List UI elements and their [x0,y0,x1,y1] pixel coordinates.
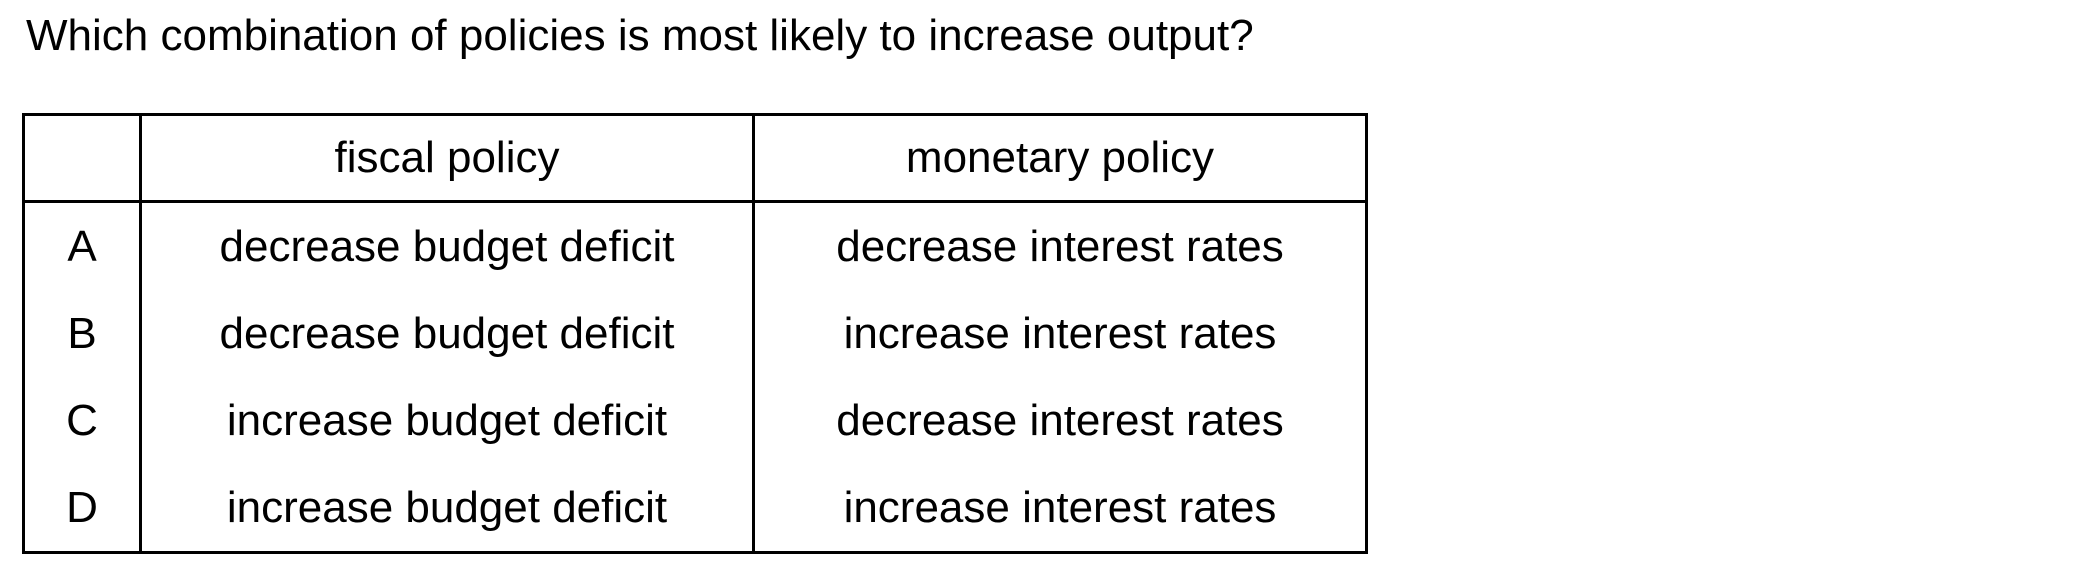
fiscal-policy-cell: increase budget deficit [139,464,755,554]
monetary-policy-cell: decrease interest rates [752,377,1368,464]
fiscal-policy-cell: decrease budget deficit [139,290,755,377]
option-letter: B [22,290,142,377]
option-row-a: A decrease budget deficit decrease inter… [22,200,1368,290]
header-monetary-policy: monetary policy [752,113,1368,203]
fiscal-policy-cell: increase budget deficit [139,377,755,464]
option-row-b: B decrease budget deficit increase inter… [22,290,1368,377]
answer-options-table: fiscal policy monetary policy A decrease… [22,113,1368,554]
monetary-policy-cell: decrease interest rates [752,200,1368,290]
option-letter: C [22,377,142,464]
monetary-policy-cell: increase interest rates [752,464,1368,554]
header-blank-cell [22,113,142,203]
fiscal-policy-cell: decrease budget deficit [139,200,755,290]
option-letter: D [22,464,142,554]
question-text: Which combination of policies is most li… [26,11,1254,60]
table-header-row: fiscal policy monetary policy [22,113,1368,203]
header-fiscal-policy: fiscal policy [139,113,755,203]
option-letter: A [22,200,142,290]
monetary-policy-cell: increase interest rates [752,290,1368,377]
option-row-d: D increase budget deficit increase inter… [22,464,1368,554]
option-row-c: C increase budget deficit decrease inter… [22,377,1368,464]
